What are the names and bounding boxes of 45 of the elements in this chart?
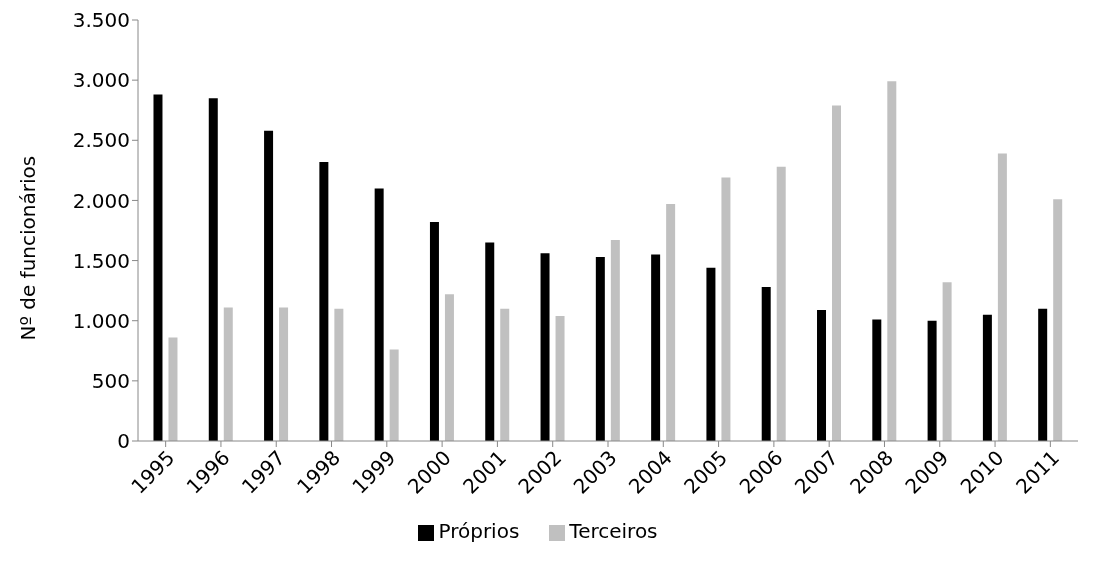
bar [595,256,605,441]
bar [982,314,992,441]
legend-label: Próprios [438,519,520,543]
bar [540,253,550,441]
bar [500,308,510,441]
y-axis-title: Nº de funcionários [16,155,41,341]
y-tick-label: 3.500 [72,8,130,33]
y-tick-label: 500 [91,368,130,393]
bar [208,98,218,441]
bar [374,188,384,441]
bar [223,307,233,441]
bar [610,240,620,441]
y-tick-label: 2.000 [72,188,130,213]
bar [887,81,897,441]
bar [666,204,676,441]
bar [334,308,344,441]
bar [997,153,1007,441]
bar [872,319,882,441]
bar [1038,308,1048,441]
y-tick-label: 1.500 [72,248,130,273]
y-tick-label: 0 [117,429,130,454]
bar [706,267,716,441]
bar [444,294,454,441]
bar [651,254,661,441]
bar [832,105,842,441]
y-tick-label: 3.000 [72,68,130,93]
bar [319,161,329,441]
bar [761,287,771,441]
bar [389,349,399,441]
bar [721,177,731,441]
bar [817,309,827,441]
bar [555,315,565,441]
bar [776,166,786,441]
bar [927,320,937,441]
y-tick-label: 1.000 [72,308,130,333]
bar [153,94,163,441]
bar [279,307,289,441]
bar [168,337,178,441]
y-tick-label: 2.500 [72,128,130,153]
bar [429,222,439,441]
bar [485,242,495,441]
bar [1053,199,1063,441]
bar [264,130,274,441]
bar [942,282,952,441]
legend-label: Terceiros [569,519,658,543]
